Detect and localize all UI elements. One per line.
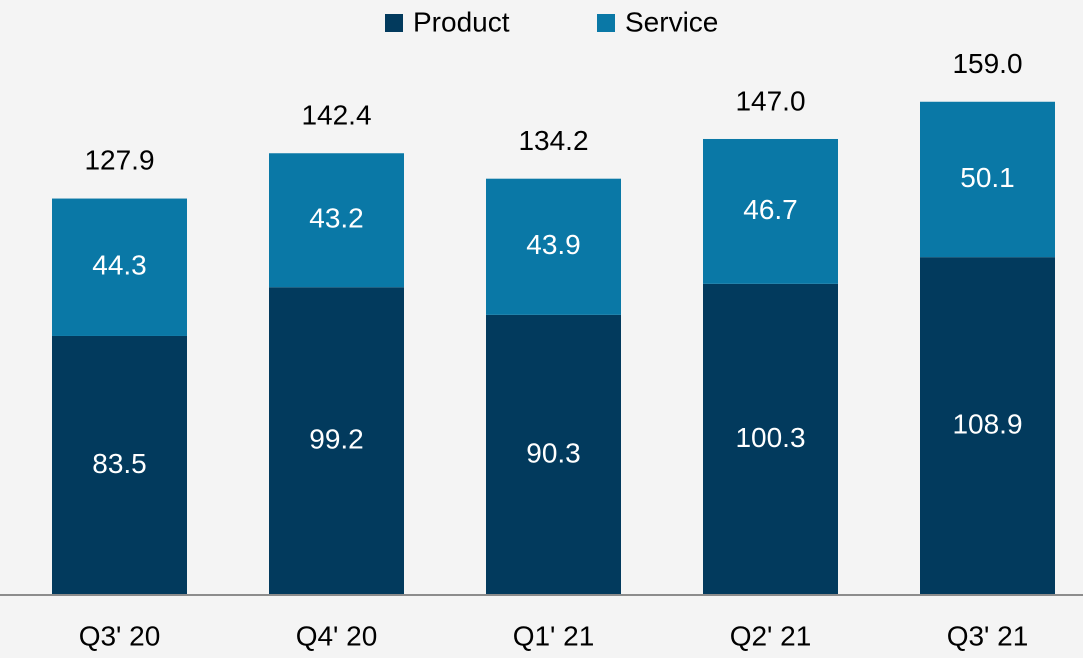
legend-swatch: [597, 14, 615, 32]
data-label: 43.2: [309, 203, 364, 234]
bar-segment: [486, 178, 621, 315]
bar-segment: [486, 314, 621, 595]
x-tick-label: Q2' 21: [730, 620, 812, 651]
total-label: 142.4: [301, 100, 371, 131]
bar-segment: [703, 283, 838, 595]
data-label: 46.7: [743, 194, 798, 225]
data-label: 99.2: [309, 424, 364, 455]
bar-segment: [920, 101, 1055, 258]
data-label: 43.9: [526, 229, 581, 260]
total-label: 134.2: [518, 125, 588, 156]
total-label: 159.0: [952, 48, 1022, 79]
legend-swatch: [385, 14, 403, 32]
total-label: 147.0: [735, 85, 805, 116]
bar-segment: [269, 287, 404, 595]
x-tick-label: Q3' 21: [947, 620, 1029, 651]
data-label: 100.3: [735, 422, 805, 453]
bar-segment: [269, 153, 404, 288]
data-label: 90.3: [526, 437, 581, 468]
x-tick-label: Q4' 20: [296, 620, 378, 651]
x-tick-label: Q1' 21: [513, 620, 595, 651]
data-label: 108.9: [952, 408, 1022, 439]
data-label: 44.3: [92, 250, 147, 281]
bar-segment: [920, 257, 1055, 595]
data-label: 50.1: [960, 162, 1015, 193]
legend-label: Service: [625, 6, 718, 37]
total-label: 127.9: [84, 145, 154, 176]
bar-segment: [52, 335, 187, 595]
bar-segment: [703, 138, 838, 284]
data-label: 83.5: [92, 448, 147, 479]
bar-segment: [52, 198, 187, 336]
x-tick-label: Q3' 20: [79, 620, 161, 651]
legend-label: Product: [413, 6, 510, 37]
